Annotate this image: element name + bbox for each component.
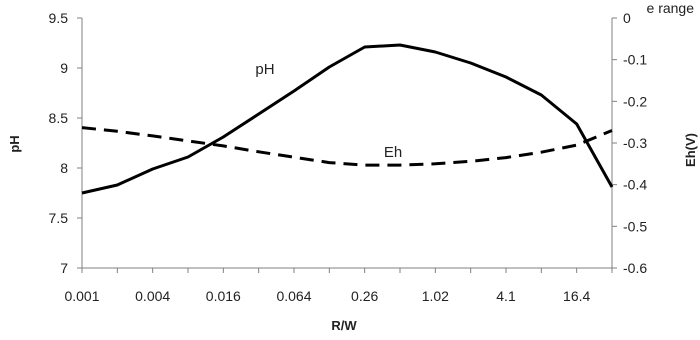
x-axis-title: R/W [331,318,357,333]
x-tick-label: 0.26 [351,288,378,304]
y-tick-label-left: 7.5 [49,210,69,226]
x-tick-label: 0.064 [276,288,311,304]
x-tick-label: 0.001 [64,288,99,304]
tick-labels: 7 7.5 8 8.5 9 9.5 -0.6 -0.5 -0.4 -0.3 -0.2 -0.1 0 0.0… [49,10,648,304]
y-tick-label-left: 8 [60,160,68,176]
y-tick-label-left: 7 [60,260,68,276]
y-axis-title-right: Eh(V) [683,133,698,167]
series-label-eh: Eh [384,144,402,161]
y-tick-label-right: -0.2 [623,93,647,109]
y-tick-label-left: 9.5 [49,10,69,26]
corner-text: e range [647,0,695,16]
y-tick-label-left: 9 [60,60,68,76]
x-tick-label: 16.4 [563,288,590,304]
y-tick-label-right: -0.5 [623,218,647,234]
y-tick-label-right: -0.6 [623,260,647,276]
x-tick-label: 1.02 [422,288,449,304]
series-line-ph [81,43,614,195]
y-tick-label-right: -0.3 [623,135,647,151]
series-label-ph: pH [255,61,274,78]
series-lines [81,43,614,195]
y-tick-label-left: 8.5 [49,110,69,126]
y-tick-label-right: -0.1 [623,52,647,68]
y-axis-title-left: pH [7,135,22,152]
y-tick-label-right: 0 [623,10,631,26]
y-tick-label-right: -0.4 [623,177,647,193]
series-line-eh [81,126,613,167]
x-tick-label: 0.004 [135,288,170,304]
x-tick-label: 4.1 [496,288,516,304]
x-tick-label: 0.016 [206,288,241,304]
axes [77,17,617,273]
